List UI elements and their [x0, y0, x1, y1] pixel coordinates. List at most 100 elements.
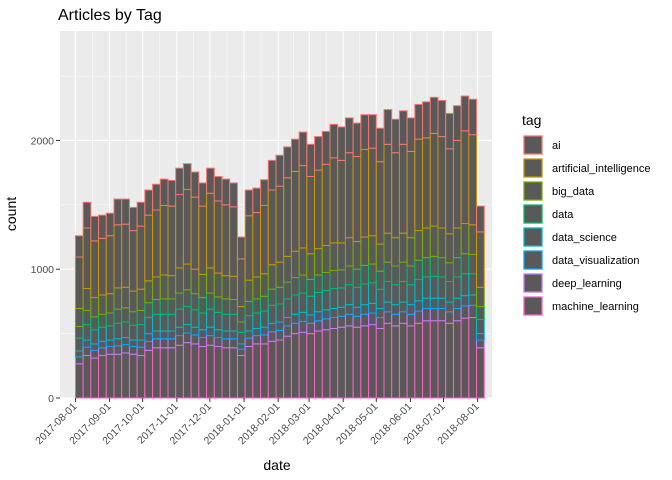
bar-segment-ai: [152, 183, 161, 211]
bar-segment-data_science: [352, 286, 362, 308]
bar-segment-artificial_intelligence: [144, 214, 154, 282]
bar-segment-machine_learning: [283, 335, 292, 399]
bar-segment-deep_learning: [275, 329, 285, 341]
bar-segment-data_visualization: [275, 321, 285, 331]
bar-segment-ai: [452, 105, 462, 141]
bar-segment-data_visualization: [360, 304, 370, 315]
legend-label-deep_learning: deep_learning: [552, 278, 622, 290]
bar-segment-machine_learning: [398, 322, 408, 399]
bar-segment-ai: [422, 101, 431, 139]
bar-segment-deep_learning: [113, 345, 123, 355]
legend-swatch-data: [523, 204, 543, 224]
bar-segment-data_visualization: [283, 317, 292, 327]
bar-segment-data: [260, 295, 269, 312]
bar-segment-artificial_intelligence: [460, 130, 470, 225]
bar-segment-deep_learning: [82, 346, 92, 357]
bar-segment-machine_learning: [406, 325, 416, 399]
bar-segment-data_science: [152, 313, 161, 332]
bar-segment-data_science: [128, 324, 138, 341]
y-tick-labels: 0 1000 2000: [31, 135, 55, 405]
bar-segment-machine_learning: [476, 347, 485, 399]
bar-segment-ai: [221, 178, 231, 206]
bar-segment-artificial_intelligence: [74, 256, 84, 310]
bar-segment-machine_learning: [452, 320, 462, 399]
bar-segment-artificial_intelligence: [314, 169, 323, 250]
bar-segment-machine_learning: [275, 339, 285, 399]
bar-segment-artificial_intelligence: [452, 139, 462, 229]
bar-segment-machine_learning: [422, 320, 431, 399]
legend-label-ai: ai: [552, 140, 561, 152]
bar-segment-ai: [445, 112, 454, 150]
bar-segment-data: [476, 306, 485, 320]
bar-segment-ai: [321, 130, 331, 165]
bar-segment-data_visualization: [236, 343, 246, 350]
bar-segment-machine_learning: [383, 322, 393, 399]
bar-segment-ai: [468, 98, 478, 136]
bar-segment-data: [113, 308, 123, 324]
bar-segment-artificial_intelligence: [105, 235, 115, 295]
bar-segment-ai: [406, 117, 416, 152]
bar-segment-artificial_intelligence: [213, 200, 223, 274]
bar-segment-machine_learning: [314, 330, 323, 399]
bar-segment-big_data: [167, 275, 177, 300]
bar-segment-data: [182, 289, 192, 308]
bar-segment-deep_learning: [213, 336, 223, 347]
bar-segment-big_data: [290, 250, 300, 279]
bar-segment-data_science: [468, 273, 478, 296]
bar-segment-ai: [344, 117, 354, 154]
bar-segment-deep_learning: [198, 336, 208, 347]
bar-segment-data: [206, 292, 215, 310]
bar-segment-data_visualization: [321, 309, 331, 320]
bar-segment-data_visualization: [368, 302, 377, 314]
bar-segment-machine_learning: [74, 363, 84, 399]
bar-segment-ai: [391, 118, 400, 154]
bar-segment-data: [314, 274, 323, 293]
bar-segment-data: [375, 270, 385, 290]
bar-segment-data: [360, 264, 370, 285]
bar-segment-machine_learning: [445, 322, 454, 399]
bar-segment-data_science: [383, 280, 393, 303]
bar-segment-big_data: [182, 263, 192, 291]
bar-segment-data_visualization: [175, 326, 184, 337]
bar-segment-data_visualization: [422, 297, 431, 310]
bar-segment-data: [352, 268, 362, 288]
bar-segment-deep_learning: [352, 315, 362, 328]
bar-segment-artificial_intelligence: [198, 205, 208, 275]
bar-segment-data: [152, 298, 161, 315]
bar-segment-big_data: [90, 297, 100, 318]
bar-segment-machine_learning: [298, 331, 308, 399]
bar-segment-data: [368, 263, 377, 284]
bar-segment-data_visualization: [136, 339, 146, 348]
bar-segment-ai: [167, 179, 177, 207]
bar-segment-data: [391, 265, 400, 286]
bar-segment-data_visualization: [476, 333, 485, 341]
bar-segment-artificial_intelligence: [398, 143, 408, 234]
bar-segment-data: [406, 265, 416, 286]
bar-segment-ai: [175, 167, 184, 196]
bar-segment-data_visualization: [375, 308, 385, 319]
bar-segment-artificial_intelligence: [375, 161, 385, 245]
bar-segment-data_visualization: [152, 330, 161, 340]
bar-segment-deep_learning: [337, 315, 346, 328]
bar-segment-deep_learning: [422, 308, 431, 322]
bar-segment-machine_learning: [182, 342, 192, 399]
bar-segment-big_data: [267, 264, 277, 290]
bar-segment-ai: [98, 214, 107, 239]
bar-segment-artificial_intelligence: [113, 224, 123, 289]
bar-segment-data_visualization: [290, 313, 300, 324]
bar-segment-big_data: [252, 276, 262, 300]
bar-segment-big_data: [198, 273, 208, 299]
bar-segment-data_science: [398, 280, 408, 303]
bar-segment-data: [105, 312, 115, 327]
bar-segment-ai: [337, 126, 346, 161]
bar-segment-deep_learning: [306, 322, 316, 335]
bar-segment-big_data: [460, 223, 470, 255]
bar-segment-data_visualization: [190, 326, 200, 336]
bar-segment-big_data: [98, 294, 107, 315]
bar-segment-ai: [244, 189, 254, 217]
bar-segment-data_visualization: [383, 301, 393, 313]
legend-swatch-deep_learning: [523, 273, 543, 293]
bar-segment-big_data: [229, 275, 238, 300]
